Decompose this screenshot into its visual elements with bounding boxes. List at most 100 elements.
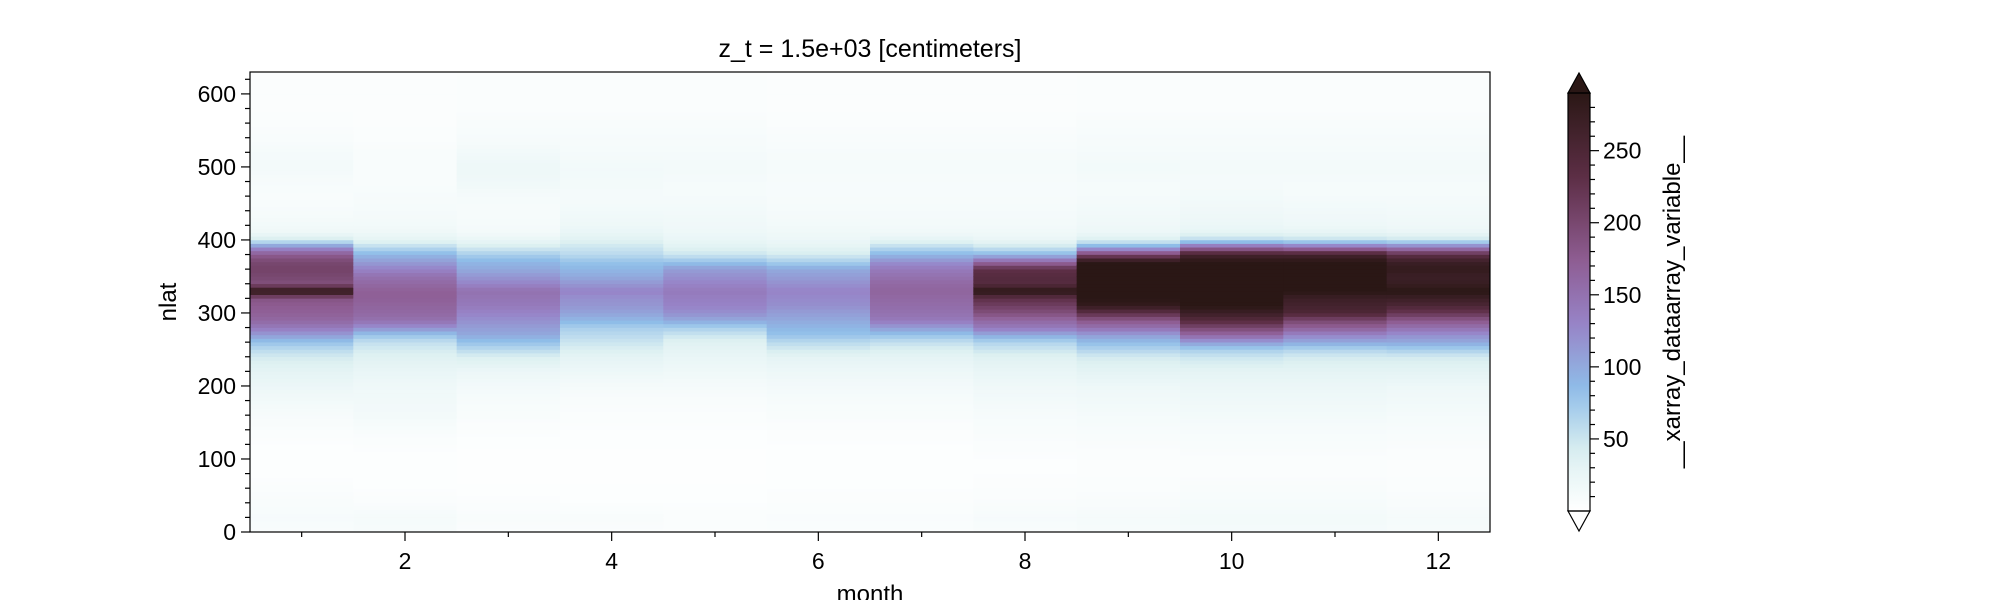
heatmap-cell — [766, 144, 871, 149]
heatmap-cell — [1386, 349, 1490, 354]
heatmap-cell — [250, 480, 354, 485]
heatmap-cell — [1283, 498, 1388, 504]
heatmap-cell — [1386, 495, 1490, 500]
heatmap-cell — [973, 210, 1078, 215]
heatmap-cell — [250, 261, 354, 266]
heatmap-cell — [973, 374, 1078, 379]
heatmap-cell — [353, 487, 458, 493]
heatmap-cell — [870, 367, 974, 372]
heatmap-cell — [353, 495, 458, 500]
heatmap-cell — [1180, 232, 1284, 237]
heatmap-cell — [663, 403, 768, 409]
heatmap-cell — [766, 148, 871, 153]
heatmap-cell — [1076, 82, 1181, 87]
heatmap-cell — [456, 232, 561, 237]
heatmap-cell — [456, 341, 561, 347]
heatmap-cell — [353, 108, 458, 113]
heatmap-cell — [973, 276, 1078, 281]
heatmap-cell — [1283, 462, 1388, 467]
heatmap-cell — [663, 97, 768, 102]
heatmap-cell — [870, 309, 974, 314]
heatmap-cell — [1180, 265, 1284, 270]
heatmap-cell — [1076, 170, 1181, 175]
heatmap-cell — [663, 392, 768, 398]
heatmap-cell — [1076, 509, 1181, 515]
colorbar-under-triangle — [1566, 510, 1592, 533]
heatmap-cell — [1386, 243, 1490, 248]
heatmap-cell — [560, 192, 664, 197]
heatmap-cell — [663, 462, 768, 467]
heatmap-cell — [870, 173, 974, 179]
heatmap-cell — [1076, 352, 1181, 358]
heatmap-cell — [1180, 173, 1284, 179]
heatmap-cell — [1283, 188, 1388, 193]
heatmap-cell — [1076, 484, 1181, 489]
heatmap-cell — [973, 272, 1078, 277]
heatmap-cell — [663, 272, 768, 277]
heatmap-cell — [1180, 447, 1284, 452]
heatmap-cell — [456, 520, 561, 525]
heatmap-cell — [353, 170, 458, 175]
heatmap-cell — [1076, 130, 1181, 135]
heatmap-cell — [1180, 349, 1284, 354]
heatmap-cell — [766, 407, 871, 412]
heatmap-cell — [1076, 301, 1181, 306]
heatmap-cell — [766, 126, 871, 131]
heatmap-cell — [766, 243, 871, 248]
heatmap-cell — [1076, 418, 1181, 423]
heatmap-cell — [1180, 462, 1284, 467]
heatmap-cell — [1283, 513, 1388, 518]
heatmap-cell — [766, 261, 871, 266]
heatmap-cell — [353, 214, 458, 219]
heatmap-cell — [560, 495, 664, 500]
heatmap-cell — [1283, 199, 1388, 204]
heatmap-cell — [973, 396, 1078, 401]
heatmap-cell — [1283, 451, 1388, 456]
heatmap-cell — [1076, 261, 1181, 266]
heatmap-cell — [766, 506, 871, 511]
heatmap-cell — [1386, 203, 1490, 208]
heatmap-cell — [663, 407, 768, 412]
heatmap-cell — [663, 476, 768, 482]
heatmap-cell — [1076, 345, 1181, 350]
heatmap-cell — [250, 148, 354, 153]
heatmap-cell — [353, 162, 458, 168]
heatmap-cell — [663, 524, 768, 529]
heatmap-cell — [766, 173, 871, 179]
heatmap-cell — [973, 502, 1078, 507]
heatmap-cell — [250, 502, 354, 507]
heatmap-cell — [353, 509, 458, 515]
heatmap-cell — [973, 327, 1078, 332]
heatmap-cell — [973, 206, 1078, 212]
heatmap-cell — [766, 528, 871, 532]
heatmap-cell — [663, 108, 768, 113]
heatmap-cell — [456, 374, 561, 379]
heatmap-cell — [1386, 301, 1490, 306]
heatmap-cell — [1180, 480, 1284, 485]
heatmap-cell — [353, 520, 458, 525]
heatmap-cell — [870, 447, 974, 452]
heatmap-cell — [663, 89, 768, 95]
heatmap-cell — [870, 327, 974, 332]
heatmap-cell — [1076, 400, 1181, 405]
heatmap-cell — [973, 235, 1078, 241]
heatmap-cell — [1386, 484, 1490, 489]
heatmap-cell — [560, 89, 664, 95]
heatmap-cell — [1076, 319, 1181, 325]
heatmap-cell — [560, 371, 664, 376]
heatmap-cell — [1283, 246, 1388, 252]
heatmap-cell — [973, 108, 1078, 113]
heatmap-cell — [1180, 250, 1284, 255]
heatmap-cell — [663, 312, 768, 317]
heatmap-cell — [1283, 298, 1388, 303]
heatmap-cell — [663, 327, 768, 332]
heatmap-cell — [560, 181, 664, 186]
heatmap-cell — [766, 382, 871, 387]
heatmap-cell — [250, 392, 354, 398]
heatmap-cell — [1386, 338, 1490, 343]
heatmap-cell — [560, 265, 664, 270]
heatmap-cell — [663, 192, 768, 197]
heatmap-cell — [973, 159, 1078, 164]
heatmap-cell — [973, 403, 1078, 409]
heatmap-cell — [973, 294, 1078, 299]
